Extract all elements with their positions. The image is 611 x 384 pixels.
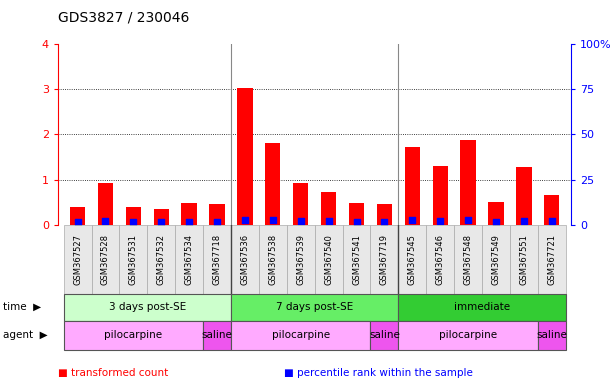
Text: saline: saline: [536, 330, 567, 341]
Text: ■ percentile rank within the sample: ■ percentile rank within the sample: [284, 368, 473, 378]
Text: GSM367528: GSM367528: [101, 234, 110, 285]
Bar: [175, 225, 203, 294]
Text: 3 days post-SE: 3 days post-SE: [109, 302, 186, 312]
Text: GSM367721: GSM367721: [547, 234, 556, 285]
Point: [324, 218, 334, 224]
Text: pilocarpine: pilocarpine: [439, 330, 497, 341]
Bar: [64, 294, 231, 321]
Text: GSM367527: GSM367527: [73, 234, 82, 285]
Text: GSM367541: GSM367541: [352, 234, 361, 285]
Bar: [488, 202, 503, 225]
Bar: [64, 321, 203, 350]
Point: [435, 218, 445, 224]
Bar: [70, 207, 86, 225]
Bar: [92, 225, 119, 294]
Text: 7 days post-SE: 7 days post-SE: [276, 302, 353, 312]
Bar: [349, 204, 364, 225]
Bar: [210, 204, 225, 225]
Point: [101, 218, 111, 224]
Bar: [231, 294, 398, 321]
Bar: [426, 225, 454, 294]
Point: [240, 217, 250, 223]
Text: GSM367536: GSM367536: [241, 233, 249, 285]
Bar: [454, 225, 482, 294]
Point: [128, 219, 138, 225]
Bar: [119, 225, 147, 294]
Point: [296, 218, 306, 224]
Point: [408, 217, 417, 223]
Text: GSM367545: GSM367545: [408, 234, 417, 285]
Bar: [398, 321, 538, 350]
Point: [519, 218, 529, 224]
Bar: [287, 225, 315, 294]
Bar: [538, 225, 566, 294]
Text: GSM367719: GSM367719: [380, 234, 389, 285]
Point: [463, 217, 473, 223]
Text: agent  ▶: agent ▶: [3, 330, 48, 341]
Point: [491, 218, 501, 225]
Point: [185, 219, 194, 225]
Text: saline: saline: [202, 330, 232, 341]
Bar: [181, 203, 197, 225]
Bar: [461, 140, 476, 225]
Bar: [433, 166, 448, 225]
Bar: [510, 225, 538, 294]
Point: [268, 217, 278, 223]
Bar: [293, 183, 309, 225]
Bar: [265, 142, 280, 225]
Text: GSM367548: GSM367548: [464, 234, 472, 285]
Point: [379, 219, 389, 225]
Text: ■ transformed count: ■ transformed count: [58, 368, 168, 378]
Bar: [147, 225, 175, 294]
Bar: [544, 195, 560, 225]
Bar: [231, 321, 370, 350]
Text: GSM367539: GSM367539: [296, 234, 306, 285]
Bar: [126, 207, 141, 225]
Bar: [98, 183, 113, 225]
Text: immediate: immediate: [454, 302, 510, 312]
Text: GSM367540: GSM367540: [324, 234, 333, 285]
Text: GSM367549: GSM367549: [491, 234, 500, 285]
Bar: [315, 225, 343, 294]
Text: pilocarpine: pilocarpine: [272, 330, 330, 341]
Bar: [231, 225, 259, 294]
Bar: [516, 167, 532, 225]
Point: [156, 219, 166, 225]
Text: GSM367532: GSM367532: [157, 234, 166, 285]
Bar: [370, 321, 398, 350]
Bar: [259, 225, 287, 294]
Text: GSM367546: GSM367546: [436, 234, 445, 285]
Bar: [64, 225, 92, 294]
Text: GSM367538: GSM367538: [268, 233, 277, 285]
Point: [212, 219, 222, 225]
Point: [351, 219, 361, 225]
Bar: [398, 294, 566, 321]
Text: GSM367531: GSM367531: [129, 234, 138, 285]
Bar: [538, 321, 566, 350]
Bar: [398, 225, 426, 294]
Bar: [404, 147, 420, 225]
Text: GSM367551: GSM367551: [519, 234, 529, 285]
Bar: [153, 209, 169, 225]
Bar: [203, 321, 231, 350]
Text: saline: saline: [369, 330, 400, 341]
Bar: [482, 225, 510, 294]
Text: GDS3827 / 230046: GDS3827 / 230046: [58, 11, 189, 25]
Point: [547, 218, 557, 224]
Text: GSM367718: GSM367718: [213, 233, 222, 285]
Bar: [377, 204, 392, 225]
Bar: [370, 225, 398, 294]
Text: pilocarpine: pilocarpine: [104, 330, 163, 341]
Point: [73, 219, 82, 225]
Text: time  ▶: time ▶: [3, 302, 41, 312]
Bar: [343, 225, 370, 294]
Bar: [237, 88, 252, 225]
Bar: [321, 192, 336, 225]
Text: GSM367534: GSM367534: [185, 234, 194, 285]
Bar: [203, 225, 231, 294]
